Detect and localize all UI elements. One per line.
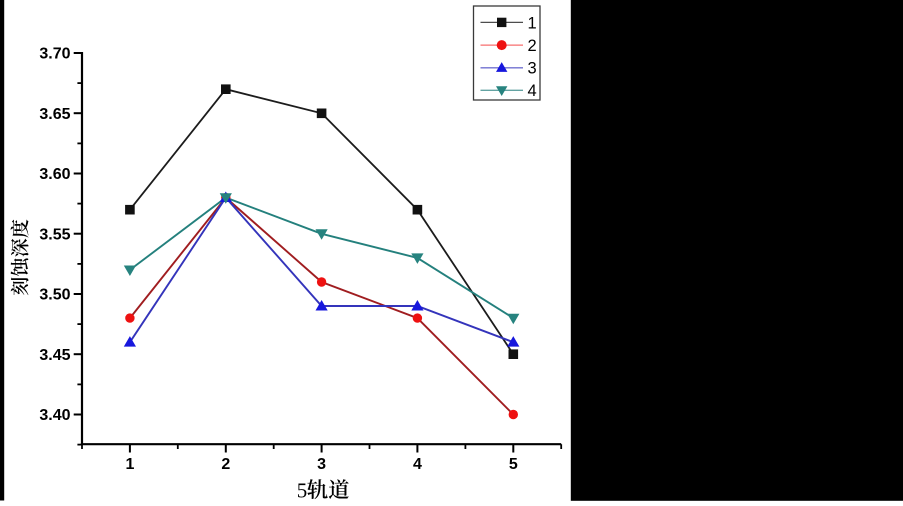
svg-text:3: 3 (528, 60, 537, 78)
svg-text:4: 4 (528, 82, 537, 100)
svg-text:3.65: 3.65 (39, 106, 70, 123)
svg-text:5: 5 (297, 478, 308, 502)
svg-text:2: 2 (528, 37, 537, 55)
svg-text:3.40: 3.40 (39, 407, 70, 424)
svg-text:3.70: 3.70 (39, 46, 70, 63)
svg-text:2: 2 (221, 456, 230, 473)
svg-text:5: 5 (509, 456, 518, 473)
svg-text:3: 3 (317, 456, 326, 473)
svg-text:1: 1 (528, 14, 537, 32)
svg-text:3.45: 3.45 (39, 347, 70, 364)
svg-text:3.60: 3.60 (39, 166, 70, 183)
svg-text:1: 1 (125, 456, 134, 473)
svg-text:4: 4 (413, 456, 422, 473)
svg-text:3.50: 3.50 (39, 287, 70, 304)
svg-text:3.55: 3.55 (39, 226, 70, 243)
